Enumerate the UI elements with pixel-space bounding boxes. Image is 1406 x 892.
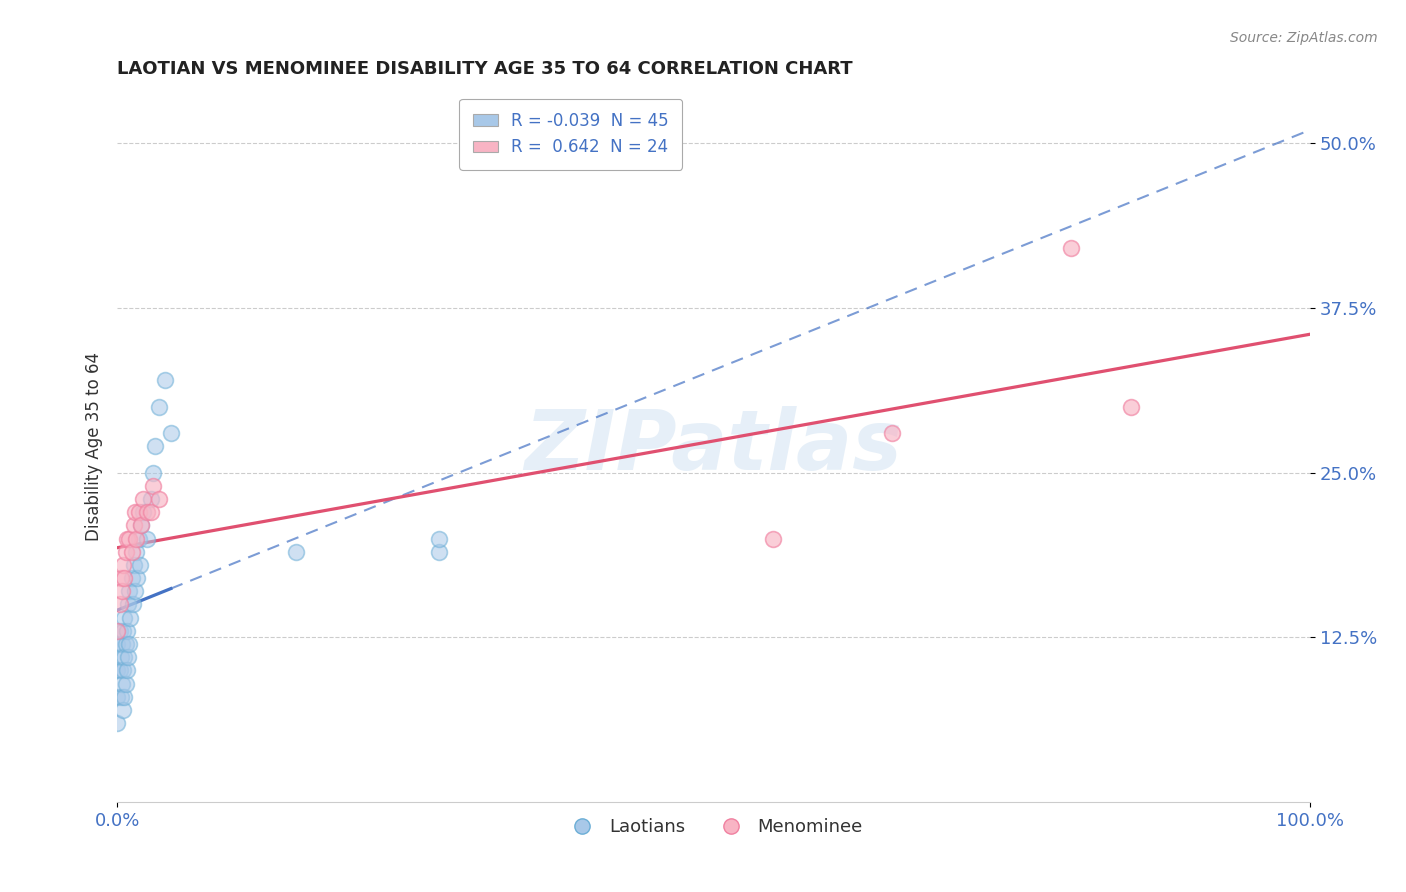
Point bbox=[105, 637, 128, 651]
Point bbox=[125, 532, 148, 546]
Point bbox=[112, 558, 135, 572]
Point bbox=[112, 571, 135, 585]
Point bbox=[114, 545, 136, 559]
Point bbox=[105, 664, 128, 678]
Point bbox=[148, 491, 170, 506]
Point bbox=[114, 676, 136, 690]
Point bbox=[122, 558, 145, 572]
Legend: Laotians, Menominee: Laotians, Menominee bbox=[557, 811, 870, 843]
Point bbox=[111, 637, 134, 651]
Point bbox=[143, 439, 166, 453]
Point bbox=[285, 545, 308, 559]
Point bbox=[108, 624, 131, 638]
Point bbox=[105, 624, 128, 638]
Point bbox=[108, 598, 131, 612]
Point bbox=[120, 610, 142, 624]
Point bbox=[111, 584, 134, 599]
Point bbox=[110, 650, 132, 665]
Point bbox=[427, 545, 450, 559]
Point bbox=[117, 598, 139, 612]
Point bbox=[136, 505, 159, 519]
Point bbox=[124, 505, 146, 519]
Point bbox=[110, 690, 132, 704]
Point bbox=[129, 518, 152, 533]
Point bbox=[139, 505, 162, 519]
Text: Source: ZipAtlas.com: Source: ZipAtlas.com bbox=[1230, 31, 1378, 45]
Point bbox=[882, 426, 904, 441]
Point bbox=[139, 491, 162, 506]
Point bbox=[427, 532, 450, 546]
Point bbox=[153, 373, 176, 387]
Point bbox=[128, 532, 150, 546]
Point bbox=[117, 650, 139, 665]
Point bbox=[121, 545, 143, 559]
Point bbox=[132, 491, 155, 506]
Point bbox=[115, 664, 138, 678]
Point bbox=[148, 400, 170, 414]
Point bbox=[105, 716, 128, 731]
Point bbox=[118, 637, 141, 651]
Point bbox=[142, 466, 165, 480]
Point bbox=[132, 505, 155, 519]
Point bbox=[112, 664, 135, 678]
Point bbox=[142, 479, 165, 493]
Point bbox=[128, 558, 150, 572]
Point bbox=[118, 532, 141, 546]
Point bbox=[105, 690, 128, 704]
Text: LAOTIAN VS MENOMINEE DISABILITY AGE 35 TO 64 CORRELATION CHART: LAOTIAN VS MENOMINEE DISABILITY AGE 35 T… bbox=[117, 60, 853, 78]
Point bbox=[124, 584, 146, 599]
Point bbox=[112, 624, 135, 638]
Point bbox=[1060, 242, 1083, 256]
Point bbox=[121, 598, 143, 612]
Point bbox=[122, 518, 145, 533]
Point bbox=[127, 571, 149, 585]
Point bbox=[118, 584, 141, 599]
Point bbox=[136, 532, 159, 546]
Point bbox=[112, 610, 135, 624]
Point bbox=[111, 676, 134, 690]
Point bbox=[112, 703, 135, 717]
Point bbox=[112, 650, 135, 665]
Point bbox=[108, 664, 131, 678]
Point bbox=[160, 426, 183, 441]
Point bbox=[121, 571, 143, 585]
Y-axis label: Disability Age 35 to 64: Disability Age 35 to 64 bbox=[86, 351, 103, 541]
Point bbox=[114, 637, 136, 651]
Text: ZIPatlas: ZIPatlas bbox=[524, 406, 903, 487]
Point bbox=[110, 571, 132, 585]
Point bbox=[125, 545, 148, 559]
Point bbox=[1119, 400, 1142, 414]
Point bbox=[129, 518, 152, 533]
Point bbox=[115, 624, 138, 638]
Point bbox=[115, 532, 138, 546]
Point bbox=[762, 532, 785, 546]
Point bbox=[128, 505, 150, 519]
Point bbox=[112, 690, 135, 704]
